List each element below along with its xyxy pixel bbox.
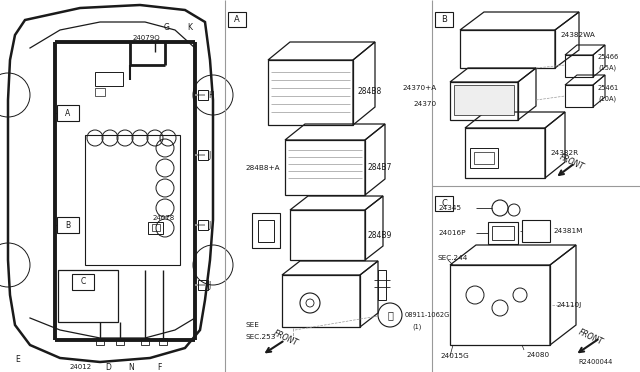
Text: N: N	[128, 362, 134, 372]
Bar	[450, 265, 550, 345]
Bar	[268, 60, 353, 125]
Bar	[435, 196, 453, 211]
Text: 24016P: 24016P	[438, 230, 465, 236]
Bar	[252, 213, 280, 248]
Bar	[152, 224, 160, 231]
Bar	[285, 140, 365, 195]
Bar	[85, 135, 180, 265]
Text: B: B	[441, 15, 447, 24]
Bar	[450, 82, 518, 120]
Text: C: C	[81, 278, 86, 286]
Text: E: E	[15, 356, 20, 365]
Bar	[198, 150, 208, 160]
Text: 24382WA: 24382WA	[560, 32, 595, 38]
Text: J: J	[208, 280, 211, 289]
Bar	[198, 90, 208, 100]
Bar	[95, 88, 105, 96]
Bar	[58, 270, 118, 322]
Text: G: G	[164, 23, 170, 32]
Text: J: J	[208, 221, 211, 230]
Text: 284B8: 284B8	[358, 87, 382, 96]
Text: SEC.244: SEC.244	[438, 255, 468, 261]
Text: 25466: 25466	[598, 54, 620, 60]
Text: K: K	[188, 23, 193, 32]
Text: 284B8+A: 284B8+A	[245, 165, 280, 171]
Bar	[95, 72, 123, 86]
Text: (1): (1)	[412, 324, 421, 330]
Bar	[454, 85, 514, 115]
Text: 25461: 25461	[598, 85, 619, 91]
Bar	[198, 280, 208, 290]
Text: H: H	[208, 90, 214, 99]
Text: D: D	[105, 362, 111, 372]
Bar	[116, 338, 124, 345]
Text: 24012: 24012	[70, 364, 92, 370]
Text: 24370: 24370	[414, 101, 437, 107]
Text: Ⓝ: Ⓝ	[387, 310, 393, 320]
Text: A: A	[234, 15, 240, 24]
Bar	[198, 220, 208, 230]
Bar	[488, 222, 518, 244]
Text: FRONT: FRONT	[558, 153, 586, 171]
Text: 24080: 24080	[526, 352, 549, 358]
Text: R2400044: R2400044	[578, 359, 612, 365]
Text: 24015G: 24015G	[440, 353, 468, 359]
Text: 284B9: 284B9	[368, 231, 392, 240]
Bar	[435, 12, 453, 27]
Bar	[141, 338, 149, 345]
Bar	[290, 210, 365, 260]
Text: 24079Q: 24079Q	[133, 35, 161, 41]
Bar	[378, 270, 386, 300]
Text: 24382R: 24382R	[550, 150, 578, 156]
Bar	[57, 105, 79, 121]
Bar	[148, 222, 163, 234]
Text: F: F	[157, 362, 161, 372]
Bar	[159, 338, 167, 345]
Bar	[565, 55, 593, 77]
Bar	[228, 12, 246, 27]
Text: (15A): (15A)	[598, 65, 616, 71]
Text: (10A): (10A)	[598, 96, 616, 102]
Text: 24078: 24078	[153, 215, 175, 221]
Text: J: J	[208, 151, 211, 160]
Text: 24110J: 24110J	[556, 302, 581, 308]
Bar	[57, 217, 79, 233]
Bar	[258, 220, 274, 242]
Bar	[492, 226, 514, 240]
Bar	[72, 274, 94, 290]
Bar	[460, 30, 555, 68]
Text: FRONT: FRONT	[577, 327, 604, 347]
Bar	[96, 338, 104, 345]
Text: B: B	[65, 221, 70, 230]
Bar	[465, 128, 545, 178]
Text: 24345: 24345	[438, 205, 461, 211]
Bar	[522, 220, 550, 242]
Text: SEE: SEE	[245, 322, 259, 328]
Text: 24381M: 24381M	[553, 228, 582, 234]
Bar	[565, 85, 593, 107]
Text: 08911-1062G: 08911-1062G	[405, 312, 451, 318]
Text: A: A	[65, 109, 70, 118]
Text: FRONT: FRONT	[272, 328, 300, 347]
Text: 24370+A: 24370+A	[403, 85, 437, 91]
Bar	[470, 148, 498, 168]
Bar	[474, 152, 494, 164]
Text: 284B7: 284B7	[368, 164, 392, 173]
Text: C: C	[441, 199, 447, 208]
Text: SEC.253: SEC.253	[245, 334, 275, 340]
Bar	[282, 275, 360, 327]
